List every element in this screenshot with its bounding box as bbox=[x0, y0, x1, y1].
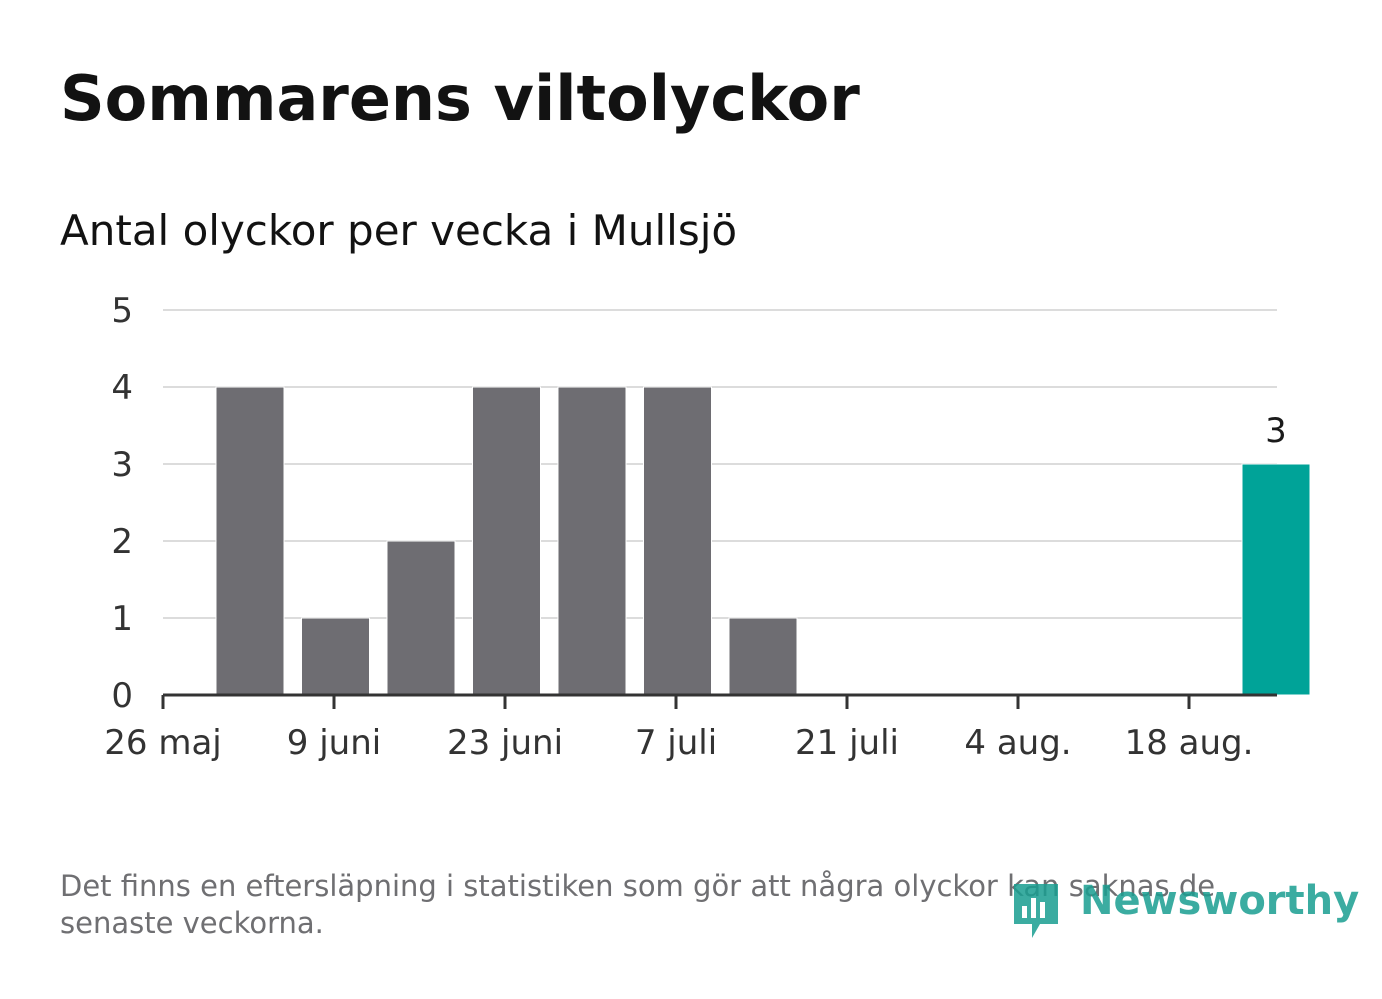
gridlines bbox=[163, 309, 1277, 619]
bar-2024-06-23 bbox=[557, 386, 627, 696]
y-tick-label: 4 bbox=[111, 368, 133, 408]
y-tick-label: 0 bbox=[111, 676, 133, 716]
bar-2024-06-09 bbox=[386, 540, 456, 696]
x-tick-label: 23 juni bbox=[447, 723, 563, 763]
bar-2024-06-30 bbox=[643, 386, 712, 696]
y-tick-label: 3 bbox=[111, 445, 133, 485]
x-tick-label: 7 juli bbox=[635, 723, 717, 763]
x-axis bbox=[161, 693, 1277, 709]
x-tick-label: 4 aug. bbox=[964, 723, 1071, 763]
newsworthy-logo: Newsworthy bbox=[1010, 876, 1359, 942]
bar-2024-05-26 bbox=[215, 386, 285, 696]
bar-2024-06-02 bbox=[301, 617, 370, 696]
x-tick-label: 9 juni bbox=[287, 723, 381, 763]
labels: 0 1 2 3 4 5 3 26 maj 9 juni 23 juni 7 juli 21 juli 4… bbox=[104, 291, 1287, 763]
x-tick-label: 26 maj bbox=[104, 723, 221, 763]
data-label: 3 bbox=[1265, 411, 1287, 451]
bar-2024-06-16 bbox=[472, 386, 541, 696]
chart-subtitle: Antal olyckor per vecka i Mullsjö bbox=[60, 206, 738, 255]
bar-chart-speech-bubble-icon bbox=[1014, 884, 1058, 938]
y-tick-label: 2 bbox=[111, 522, 133, 562]
chart-title: Sommarens viltolyckor bbox=[60, 62, 860, 135]
x-tick-label: 21 juli bbox=[795, 723, 899, 763]
logo-wordmark: Newsworthy bbox=[1080, 878, 1360, 924]
y-tick-label: 5 bbox=[111, 291, 133, 331]
x-tick-label: 18 aug. bbox=[1125, 723, 1254, 763]
bar-2024-07-07 bbox=[728, 617, 798, 696]
bars bbox=[215, 386, 1311, 696]
y-tick-label: 1 bbox=[111, 599, 133, 639]
bar-2024-08-18 bbox=[1241, 463, 1311, 696]
